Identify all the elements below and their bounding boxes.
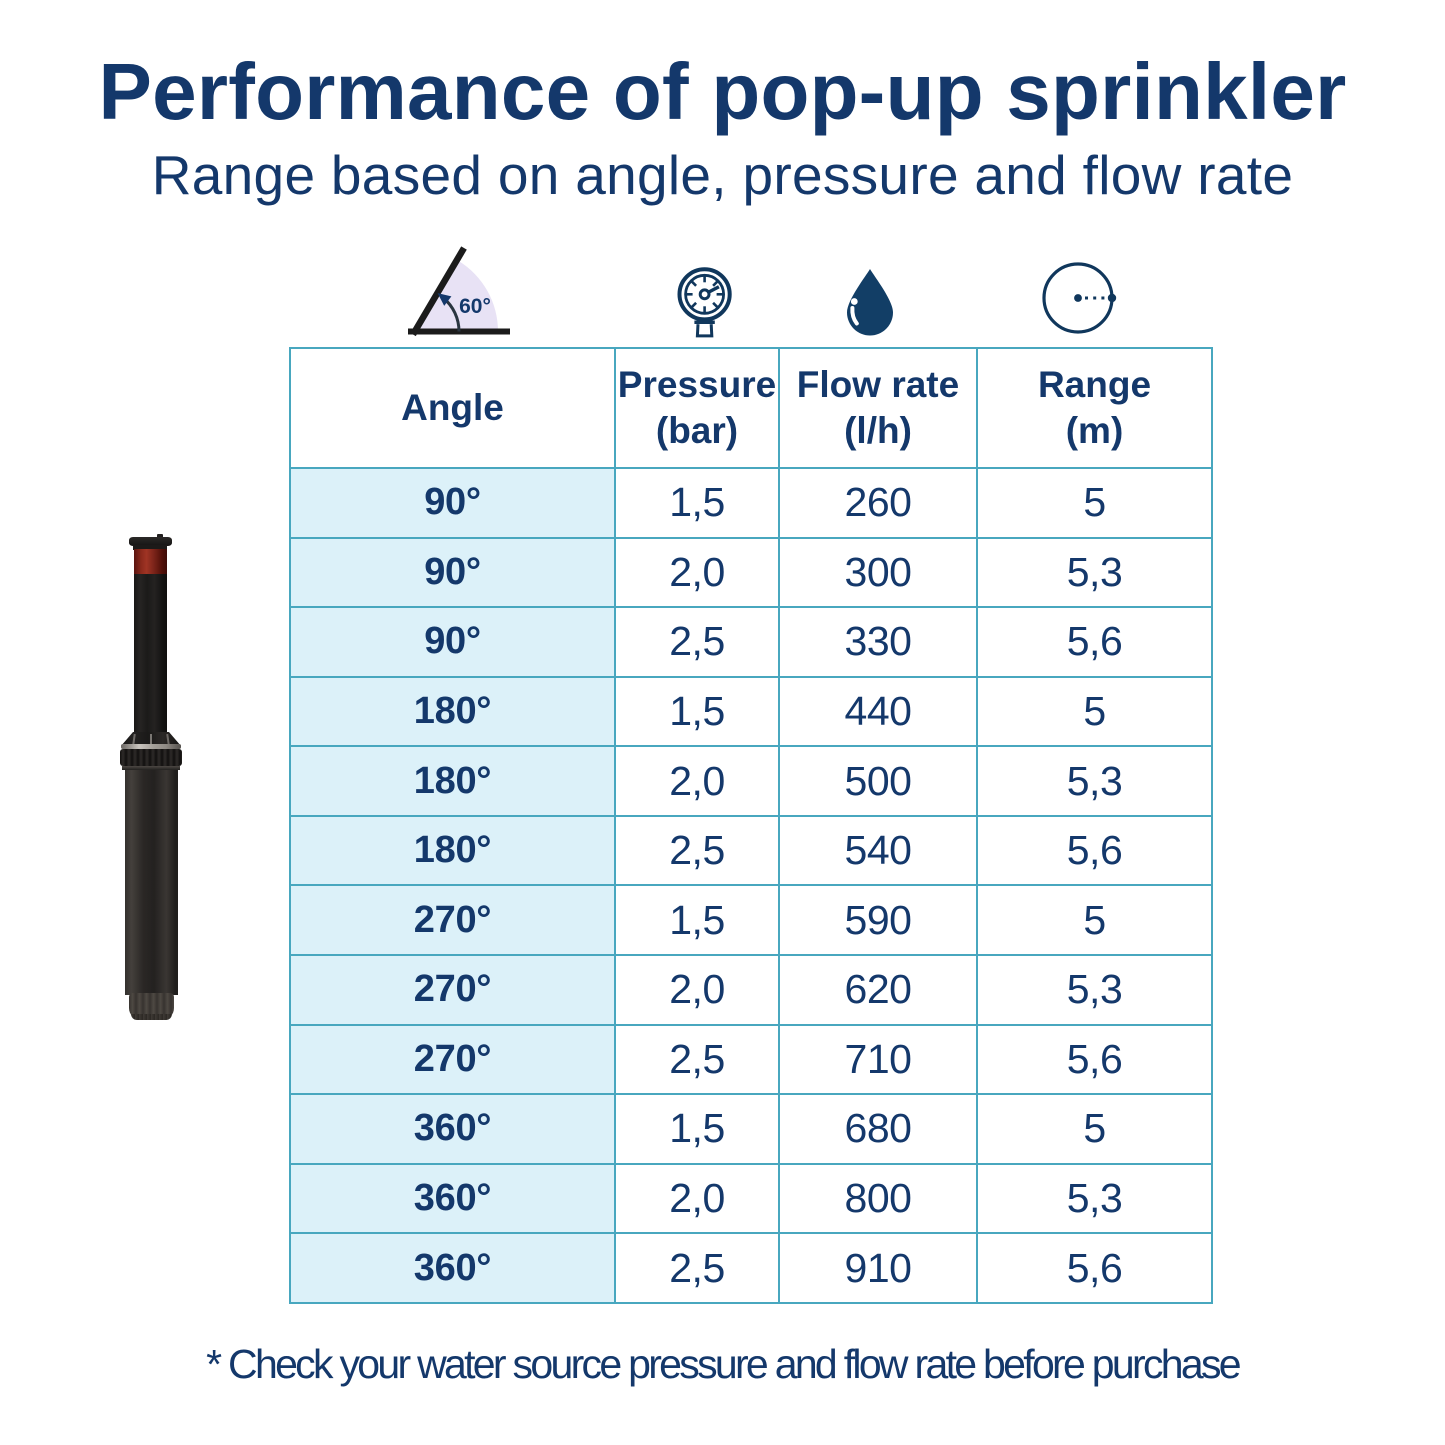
- svg-text:60°: 60°: [459, 295, 491, 318]
